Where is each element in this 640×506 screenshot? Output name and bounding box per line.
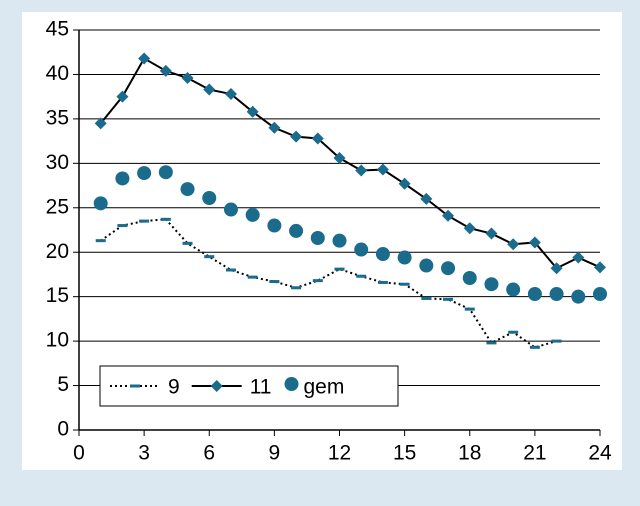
y-tick-label: 25 [46,195,69,218]
marker [332,233,347,248]
marker [182,241,193,245]
marker [419,258,434,273]
marker [291,286,302,290]
marker [354,242,369,257]
y-tick-label: 20 [46,240,69,263]
marker [181,72,194,84]
marker [137,166,152,181]
x-tick-label: 0 [73,442,85,465]
marker [312,279,323,283]
marker [527,287,542,301]
marker [310,231,325,245]
marker [204,255,215,259]
legend-label: 11 [250,376,272,399]
marker [290,130,303,143]
marker [138,52,151,65]
marker [398,177,411,190]
marker [225,268,236,272]
marker [572,251,585,264]
marker [247,275,258,279]
legend-label: 9 [168,376,180,399]
legend-marker [284,377,299,391]
marker [549,287,564,301]
marker [441,261,456,276]
legend-label: gem [304,376,345,399]
marker [508,330,519,334]
x-tick-label: 15 [393,442,416,465]
marker [224,88,237,100]
y-tick-label: 30 [46,151,69,174]
marker [95,239,106,243]
marker [377,280,388,284]
marker [462,271,477,285]
marker [399,282,410,286]
marker [443,297,454,301]
marker [551,339,562,343]
marker [529,345,540,349]
marker [593,287,607,301]
marker [160,217,171,221]
marker [267,218,282,233]
marker [506,282,521,297]
marker [203,83,216,96]
marker [397,250,412,265]
y-tick-label: 0 [57,418,69,441]
y-tick-label: 45 [46,18,69,41]
x-tick-label: 12 [328,442,351,465]
marker [485,227,498,240]
y-tick-label: 10 [46,329,69,352]
marker [202,191,217,205]
marker [375,247,390,261]
marker [117,224,128,228]
marker [139,219,150,223]
marker [311,132,324,145]
marker [245,207,260,222]
marker [115,171,130,186]
marker [289,223,304,238]
marker [334,267,345,271]
marker [355,164,368,177]
marker [223,202,238,217]
marker [571,289,586,304]
marker [93,196,108,211]
marker [463,222,476,235]
x-tick-label: 18 [458,442,481,465]
series-line [100,218,557,349]
legend-marker [210,380,223,392]
marker [333,152,346,164]
legend-box [99,365,399,407]
marker [594,261,606,274]
marker [159,64,172,77]
marker [269,280,280,284]
legend-marker [130,384,140,388]
y-tick-label: 5 [57,373,69,396]
x-tick-label: 3 [138,442,150,465]
marker [528,236,541,249]
marker [421,296,432,300]
marker [94,117,107,130]
y-tick-label: 40 [46,62,69,85]
marker [486,341,497,345]
marker [507,238,520,251]
x-tick-label: 21 [523,442,546,465]
x-tick-label: 6 [203,442,215,465]
marker [550,262,563,275]
marker [442,209,455,222]
marker [356,274,367,278]
marker [376,163,389,176]
y-tick-label: 15 [46,284,69,307]
marker [464,307,475,311]
x-tick-label: 9 [269,442,281,465]
marker [420,192,433,205]
marker [116,90,129,103]
marker [158,165,173,180]
marker [268,121,281,134]
marker [484,277,499,292]
marker [180,182,195,197]
x-tick-label: 24 [588,442,612,465]
y-tick-label: 35 [46,106,69,129]
marker [246,105,259,118]
